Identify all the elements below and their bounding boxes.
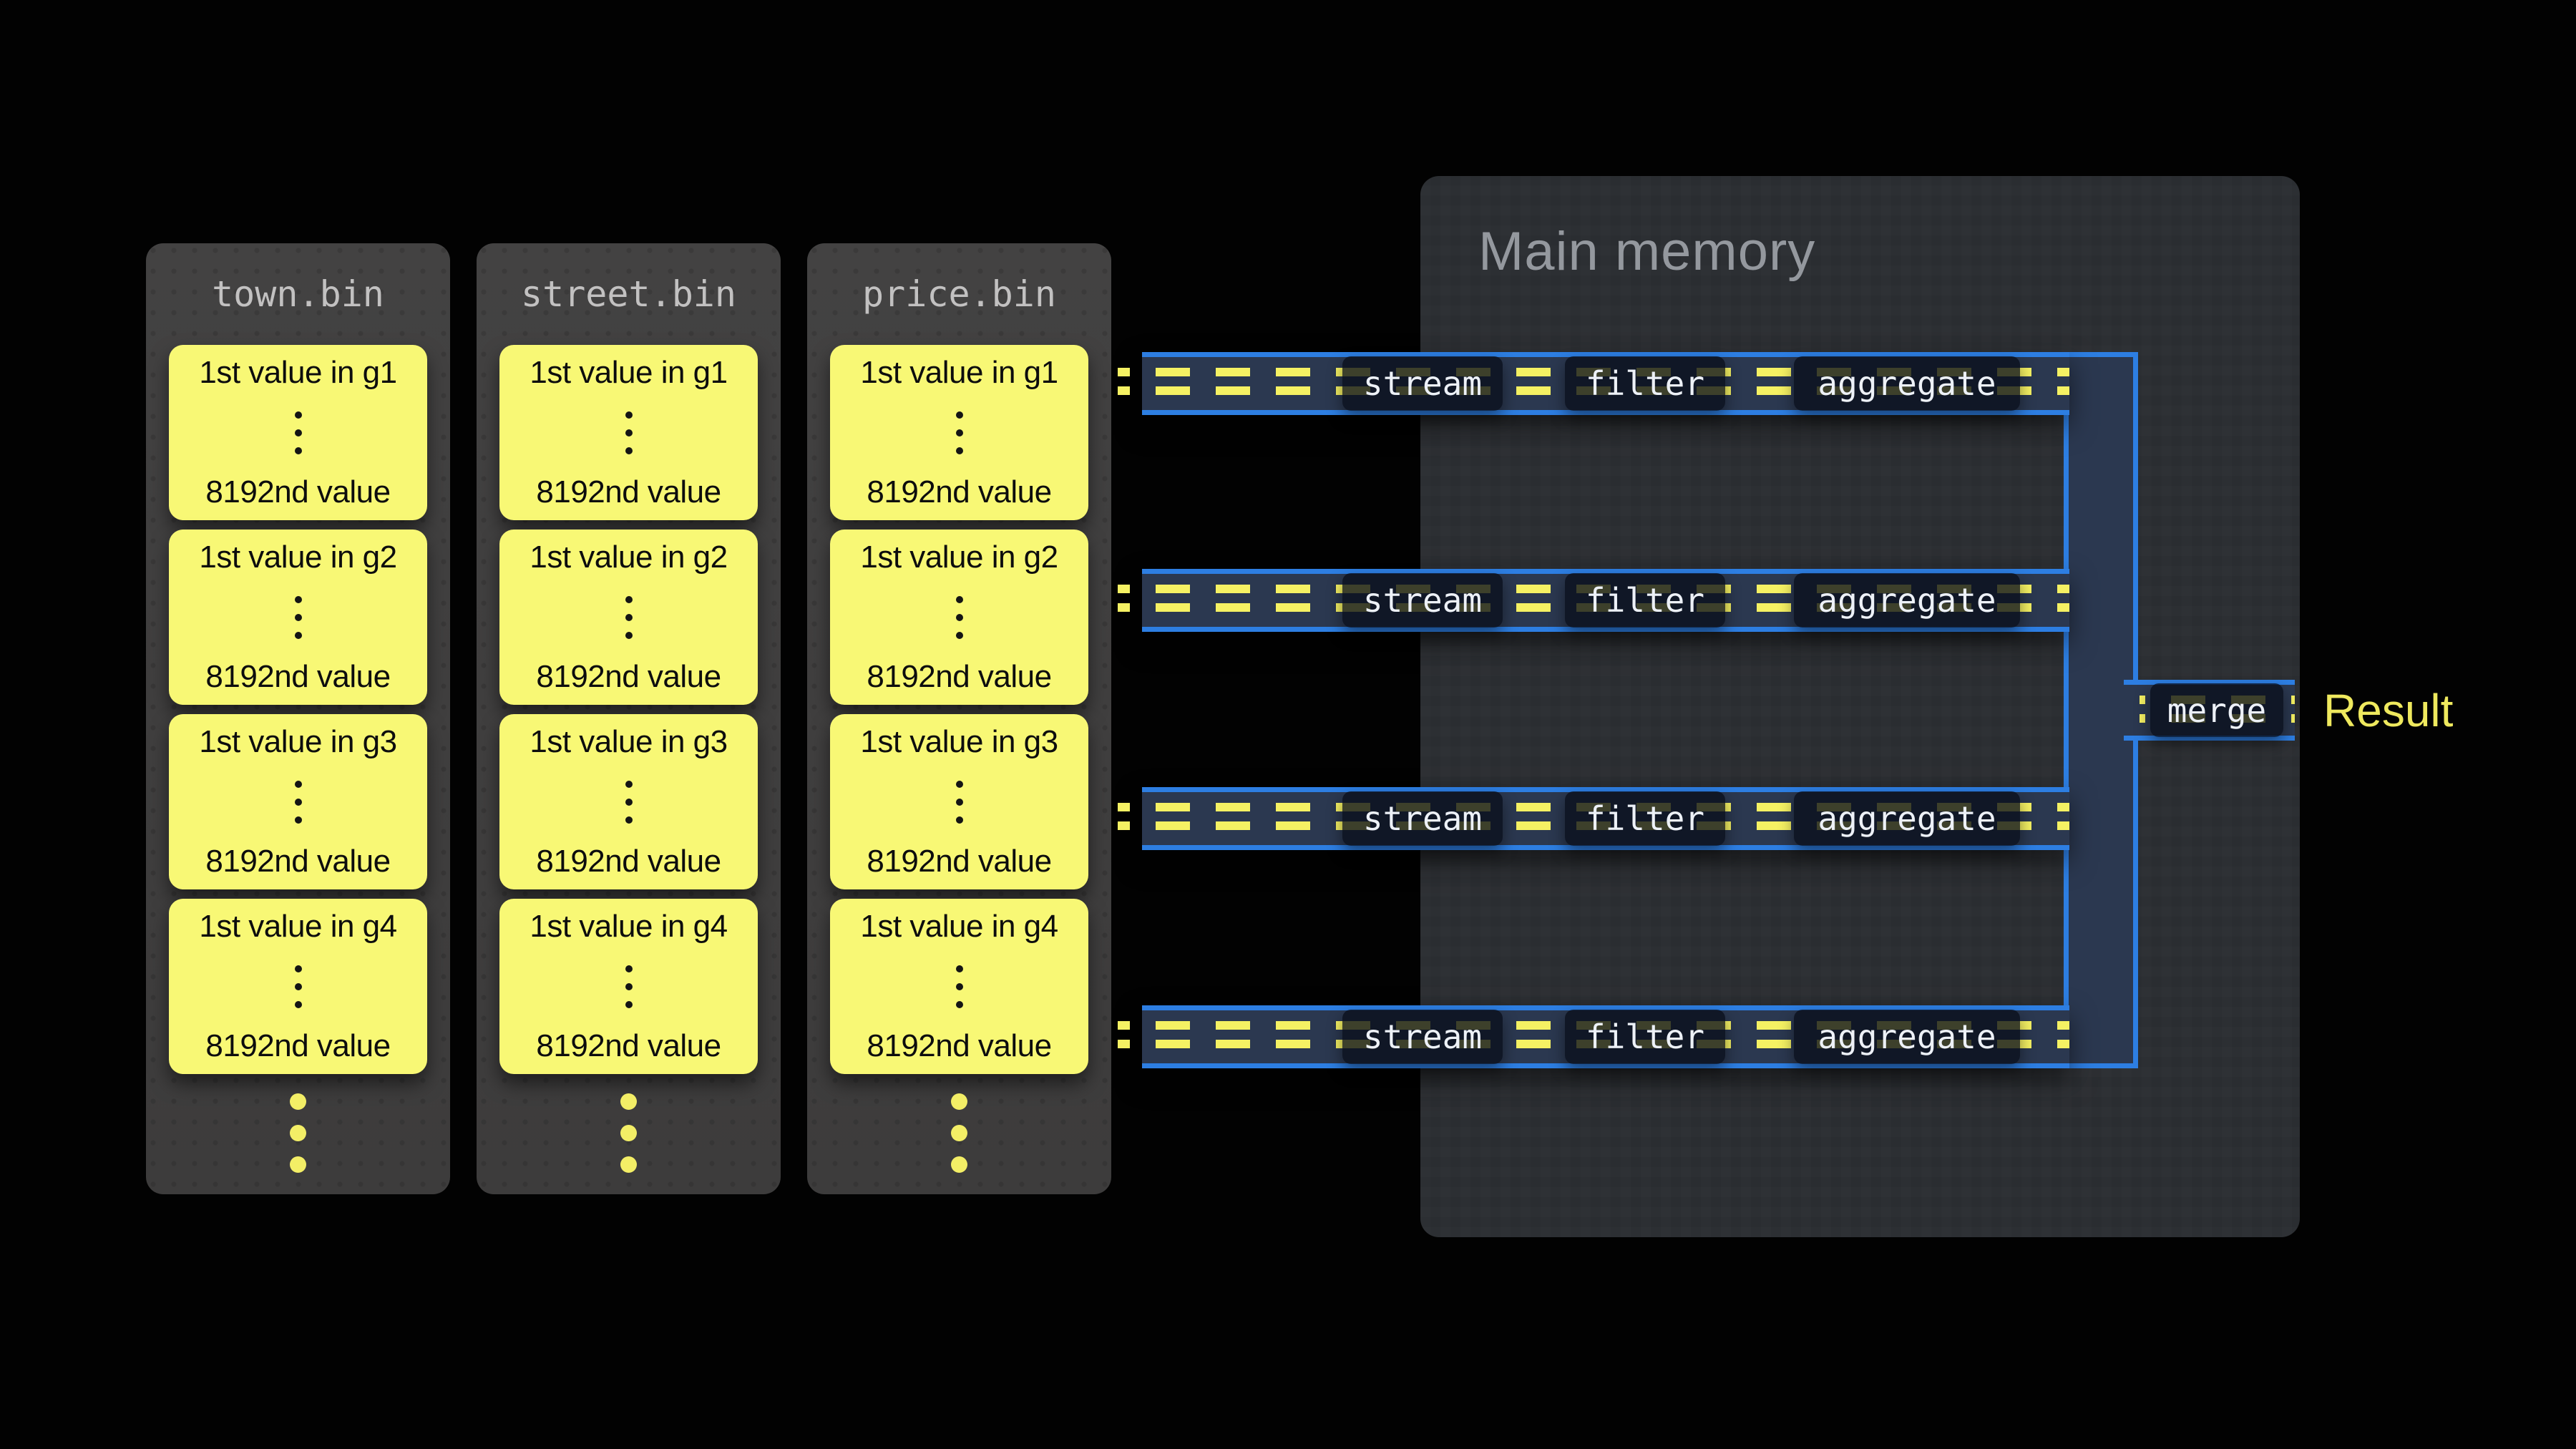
stage-aggregate: aggregate <box>1794 791 2020 846</box>
group-first-value: 1st value in g1 <box>860 355 1058 390</box>
group-last-value: 8192nd value <box>205 1028 391 1063</box>
group-card-g2: 1st value in g2 8192nd value <box>169 530 427 705</box>
group-last-value: 8192nd value <box>867 474 1052 509</box>
group-last-value: 8192nd value <box>205 844 391 879</box>
group-card-g4: 1st value in g4 8192nd value <box>499 899 758 1074</box>
group-card-g1: 1st value in g1 8192nd value <box>169 345 427 520</box>
stage-filter: filter <box>1565 573 1725 628</box>
group-card-g4: 1st value in g4 8192nd value <box>830 899 1088 1074</box>
stage-aggregate: aggregate <box>1794 356 2020 411</box>
group-card-g3: 1st value in g3 8192nd value <box>499 714 758 889</box>
stage-aggregate: aggregate <box>1794 573 2020 628</box>
ellipsis-icon <box>294 965 302 1008</box>
group-first-value: 1st value in g4 <box>530 909 728 944</box>
group-last-value: 8192nd value <box>867 659 1052 694</box>
group-card-g1: 1st value in g1 8192nd value <box>830 345 1088 520</box>
pipeline-3: stream filter aggregate <box>1118 787 2069 850</box>
ellipsis-icon <box>625 411 633 454</box>
pipeline-4: stream filter aggregate <box>1118 1005 2069 1068</box>
stage-stream: stream <box>1342 356 1503 411</box>
more-groups-icon <box>146 1093 450 1173</box>
group-last-value: 8192nd value <box>205 474 391 509</box>
stage-filter: filter <box>1565 791 1725 846</box>
group-last-value: 8192nd value <box>536 474 721 509</box>
stage-stream: stream <box>1342 1010 1503 1064</box>
stage-filter: filter <box>1565 356 1725 411</box>
ellipsis-icon <box>625 595 633 639</box>
group-card-g2: 1st value in g2 8192nd value <box>499 530 758 705</box>
group-last-value: 8192nd value <box>536 659 721 694</box>
group-card-g3: 1st value in g3 8192nd value <box>169 714 427 889</box>
group-first-value: 1st value in g1 <box>199 355 397 390</box>
merge-band: merge <box>2124 680 2295 741</box>
group-last-value: 8192nd value <box>536 844 721 879</box>
ellipsis-icon <box>955 595 963 639</box>
stage-merge: merge <box>2150 683 2283 737</box>
group-card-list: 1st value in g1 8192nd value 1st value i… <box>807 345 1111 1074</box>
ellipsis-icon <box>955 965 963 1008</box>
ellipsis-icon <box>625 965 633 1008</box>
group-card-list: 1st value in g1 8192nd value 1st value i… <box>477 345 781 1074</box>
file-title: street.bin <box>520 273 737 315</box>
stage-stream: stream <box>1342 573 1503 628</box>
group-card-list: 1st value in g1 8192nd value 1st value i… <box>146 345 450 1074</box>
file-panel-price: price.bin 1st value in g1 8192nd value 1… <box>807 243 1111 1194</box>
stage-aggregate: aggregate <box>1794 1010 2020 1064</box>
group-first-value: 1st value in g3 <box>199 724 397 759</box>
group-first-value: 1st value in g1 <box>530 355 728 390</box>
group-first-value: 1st value in g3 <box>860 724 1058 759</box>
file-panel-town: town.bin 1st value in g1 8192nd value 1s… <box>146 243 450 1194</box>
group-first-value: 1st value in g2 <box>199 540 397 575</box>
group-card-g1: 1st value in g1 8192nd value <box>499 345 758 520</box>
group-first-value: 1st value in g2 <box>530 540 728 575</box>
pipeline-2: stream filter aggregate <box>1118 569 2069 632</box>
main-memory-title: Main memory <box>1478 221 1816 282</box>
more-groups-icon <box>807 1093 1111 1173</box>
group-last-value: 8192nd value <box>867 844 1052 879</box>
group-first-value: 1st value in g4 <box>860 909 1058 944</box>
pipeline-1: stream filter aggregate <box>1118 352 2069 415</box>
group-first-value: 1st value in g2 <box>860 540 1058 575</box>
ellipsis-icon <box>294 780 302 824</box>
group-first-value: 1st value in g4 <box>199 909 397 944</box>
result-label: Result <box>2323 684 2454 736</box>
file-panel-street: street.bin 1st value in g1 8192nd value … <box>477 243 781 1194</box>
group-last-value: 8192nd value <box>536 1028 721 1063</box>
ellipsis-icon <box>955 411 963 454</box>
ellipsis-icon <box>294 595 302 639</box>
group-first-value: 1st value in g3 <box>530 724 728 759</box>
file-title: price.bin <box>862 273 1056 315</box>
group-card-g3: 1st value in g3 8192nd value <box>830 714 1088 889</box>
ellipsis-icon <box>294 411 302 454</box>
group-card-g4: 1st value in g4 8192nd value <box>169 899 427 1074</box>
group-card-g2: 1st value in g2 8192nd value <box>830 530 1088 705</box>
ellipsis-icon <box>625 780 633 824</box>
more-groups-icon <box>477 1093 781 1173</box>
ellipsis-icon <box>955 780 963 824</box>
group-last-value: 8192nd value <box>205 659 391 694</box>
group-last-value: 8192nd value <box>867 1028 1052 1063</box>
stage-stream: stream <box>1342 791 1503 846</box>
file-title: town.bin <box>212 273 384 315</box>
stage-filter: filter <box>1565 1010 1725 1064</box>
